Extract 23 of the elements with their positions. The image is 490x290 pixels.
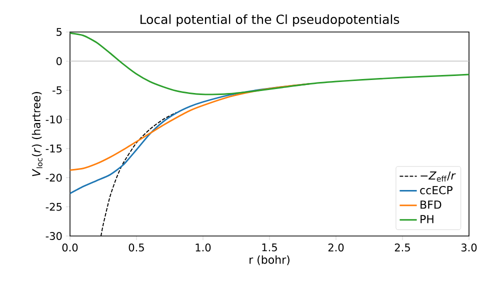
legend-label: −Z$_{eff}$/r: [420, 171, 456, 182]
x-tick-label: 3.0: [461, 244, 477, 252]
x-tick-label: 1.5: [262, 244, 277, 252]
legend-label: PH: [420, 215, 434, 224]
x-axis-title: r (bohr): [250, 255, 290, 266]
line-series: [70, 32, 469, 96]
y-tick-label: 0: [56, 57, 62, 66]
x-tick-label: 2.5: [394, 244, 410, 252]
x-tick-label: 0.5: [128, 244, 144, 252]
x-tick-label: 1.0: [196, 244, 211, 252]
y-axis-title: V$_{loc}$(r) (hartree): [32, 92, 42, 176]
y-tick-label: -15: [46, 144, 62, 152]
x-tick-label: 2.0: [328, 244, 344, 252]
y-tick-label: 5: [56, 28, 62, 36]
y-tick-label: -20: [46, 174, 62, 182]
y-tick-label: -10: [46, 115, 62, 124]
legend-label: ccECP: [420, 186, 453, 194]
x-tick-label: 0.0: [62, 244, 78, 252]
legend-label: BFD: [420, 200, 442, 209]
y-tick-label: -30: [46, 232, 62, 240]
chart-title: Local potential of the Cl pseudopotentials: [140, 14, 400, 26]
y-tick-label: -25: [46, 202, 62, 211]
y-tick-label: -5: [52, 86, 62, 94]
